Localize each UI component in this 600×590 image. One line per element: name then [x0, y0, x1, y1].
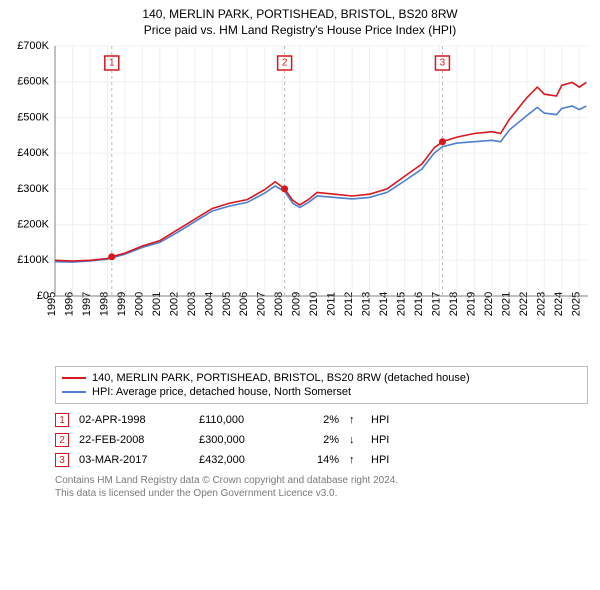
event-marker-box: 3 — [55, 453, 69, 467]
legend-label: HPI: Average price, detached house, Nort… — [92, 386, 351, 398]
event-hpi: HPI — [371, 434, 389, 446]
event-row: 3 03-MAR-2017 £432,000 14% ↑ HPI — [55, 450, 588, 470]
svg-text:2021: 2021 — [500, 292, 512, 316]
svg-text:2022: 2022 — [518, 292, 530, 316]
figure-container: 140, MERLIN PARK, PORTISHEAD, BRISTOL, B… — [0, 0, 600, 500]
event-pct: 2% — [299, 434, 339, 446]
svg-text:2003: 2003 — [186, 292, 198, 316]
event-dot — [108, 254, 115, 261]
svg-text:1995: 1995 — [46, 292, 58, 316]
event-row: 1 02-APR-1998 £110,000 2% ↑ HPI — [55, 410, 588, 430]
svg-text:2015: 2015 — [396, 292, 408, 316]
footer-attribution: Contains HM Land Registry data © Crown c… — [55, 474, 588, 500]
event-hpi: HPI — [371, 454, 389, 466]
svg-text:2010: 2010 — [308, 292, 320, 316]
svg-text:£700K: £700K — [17, 40, 49, 52]
legend: 140, MERLIN PARK, PORTISHEAD, BRISTOL, B… — [55, 366, 588, 404]
event-marker-number: 1 — [109, 58, 115, 69]
svg-text:2002: 2002 — [168, 292, 180, 316]
svg-text:2024: 2024 — [553, 292, 565, 316]
event-date: 22-FEB-2008 — [79, 434, 189, 446]
svg-text:2007: 2007 — [256, 292, 268, 316]
legend-label: 140, MERLIN PARK, PORTISHEAD, BRISTOL, B… — [92, 372, 470, 384]
title-block: 140, MERLIN PARK, PORTISHEAD, BRISTOL, B… — [0, 0, 600, 40]
title-line2: Price paid vs. HM Land Registry's House … — [0, 22, 600, 38]
footer-line1: Contains HM Land Registry data © Crown c… — [55, 474, 588, 487]
arrow-up-icon: ↑ — [349, 454, 361, 466]
event-price: £432,000 — [199, 454, 289, 466]
legend-item: HPI: Average price, detached house, Nort… — [62, 385, 581, 399]
events-table: 1 02-APR-1998 £110,000 2% ↑ HPI 2 22-FEB… — [55, 410, 588, 470]
event-price: £300,000 — [199, 434, 289, 446]
event-date: 02-APR-1998 — [79, 414, 189, 426]
svg-text:2012: 2012 — [343, 292, 355, 316]
legend-item: 140, MERLIN PARK, PORTISHEAD, BRISTOL, B… — [62, 371, 581, 385]
footer-line2: This data is licensed under the Open Gov… — [55, 487, 588, 500]
legend-swatch — [62, 391, 86, 393]
legend-swatch — [62, 377, 86, 379]
svg-text:2025: 2025 — [570, 292, 582, 316]
event-date: 03-MAR-2017 — [79, 454, 189, 466]
svg-text:2004: 2004 — [203, 292, 215, 316]
event-dot — [439, 139, 446, 146]
svg-text:£500K: £500K — [17, 112, 49, 124]
event-marker-box: 1 — [55, 413, 69, 427]
svg-text:2001: 2001 — [151, 292, 163, 316]
svg-text:2018: 2018 — [448, 292, 460, 316]
event-marker-number: 2 — [282, 58, 288, 69]
svg-text:£400K: £400K — [17, 147, 49, 159]
svg-text:2016: 2016 — [413, 292, 425, 316]
svg-text:2020: 2020 — [483, 292, 495, 316]
svg-text:2017: 2017 — [430, 292, 442, 316]
svg-text:2019: 2019 — [465, 292, 477, 316]
svg-text:1997: 1997 — [81, 292, 93, 316]
svg-text:2009: 2009 — [291, 292, 303, 316]
event-dot — [281, 186, 288, 193]
event-pct: 2% — [299, 414, 339, 426]
svg-text:1998: 1998 — [98, 292, 110, 316]
event-marker-number: 3 — [440, 58, 446, 69]
svg-text:2005: 2005 — [221, 292, 233, 316]
arrow-up-icon: ↑ — [349, 414, 361, 426]
svg-text:£100K: £100K — [17, 255, 49, 267]
svg-text:2000: 2000 — [133, 292, 145, 316]
price-chart: £0£100K£200K£300K£400K£500K£600K£700K199… — [0, 40, 600, 360]
event-pct: 14% — [299, 454, 339, 466]
svg-text:1996: 1996 — [63, 292, 75, 316]
svg-text:2008: 2008 — [273, 292, 285, 316]
event-price: £110,000 — [199, 414, 289, 426]
event-marker-box: 2 — [55, 433, 69, 447]
event-hpi: HPI — [371, 414, 389, 426]
event-row: 2 22-FEB-2008 £300,000 2% ↓ HPI — [55, 430, 588, 450]
svg-text:2023: 2023 — [535, 292, 547, 316]
arrow-down-icon: ↓ — [349, 434, 361, 446]
svg-text:£200K: £200K — [17, 219, 49, 231]
svg-text:£600K: £600K — [17, 76, 49, 88]
svg-text:2006: 2006 — [238, 292, 250, 316]
svg-text:2014: 2014 — [378, 292, 390, 316]
svg-text:2013: 2013 — [361, 292, 373, 316]
svg-text:1999: 1999 — [116, 292, 128, 316]
title-line1: 140, MERLIN PARK, PORTISHEAD, BRISTOL, B… — [0, 6, 600, 22]
svg-text:£300K: £300K — [17, 183, 49, 195]
